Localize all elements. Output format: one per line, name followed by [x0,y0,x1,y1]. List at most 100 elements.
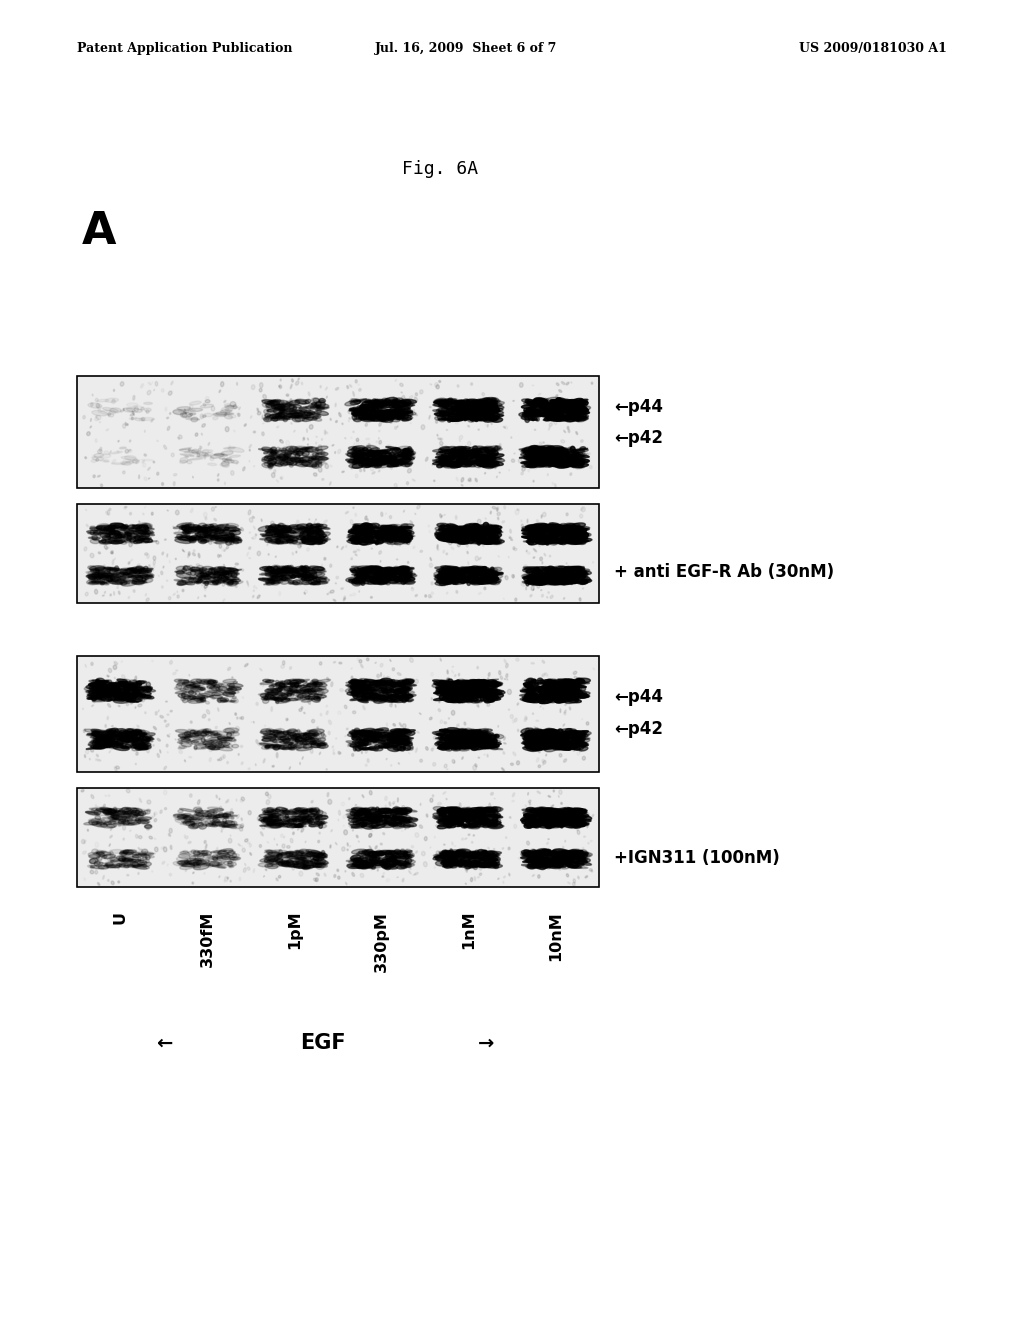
Ellipse shape [398,570,404,576]
Ellipse shape [110,688,125,689]
Ellipse shape [208,809,223,813]
Ellipse shape [540,458,552,461]
Ellipse shape [299,709,302,711]
Ellipse shape [523,453,537,457]
Ellipse shape [471,528,486,531]
Ellipse shape [208,862,215,863]
Ellipse shape [547,446,552,450]
Ellipse shape [393,816,399,818]
Ellipse shape [530,403,541,407]
Ellipse shape [567,582,570,583]
Ellipse shape [284,566,298,569]
Ellipse shape [553,731,562,734]
Ellipse shape [450,731,462,734]
Ellipse shape [382,403,395,408]
Ellipse shape [475,739,485,743]
Ellipse shape [578,579,588,585]
Ellipse shape [551,577,567,578]
Ellipse shape [280,403,292,405]
Ellipse shape [550,400,564,404]
Ellipse shape [97,528,99,531]
Ellipse shape [270,688,282,692]
Ellipse shape [451,817,466,821]
Ellipse shape [479,822,490,825]
Ellipse shape [525,527,531,529]
Ellipse shape [227,876,228,879]
Ellipse shape [487,698,495,702]
Ellipse shape [92,411,108,416]
Ellipse shape [141,532,150,537]
Ellipse shape [476,734,481,739]
Ellipse shape [195,570,206,573]
Ellipse shape [284,738,291,743]
Ellipse shape [272,820,284,825]
Ellipse shape [523,541,534,543]
Ellipse shape [529,539,535,540]
Ellipse shape [121,535,130,540]
Ellipse shape [488,851,498,857]
Ellipse shape [292,814,306,817]
Ellipse shape [205,527,216,531]
Ellipse shape [527,528,541,531]
Ellipse shape [198,577,202,581]
Ellipse shape [283,457,288,461]
Ellipse shape [307,682,323,688]
Ellipse shape [480,569,486,572]
Ellipse shape [275,681,280,682]
Ellipse shape [108,743,114,747]
Ellipse shape [393,578,399,582]
Ellipse shape [471,581,483,585]
Ellipse shape [199,577,202,578]
Ellipse shape [383,527,389,529]
Ellipse shape [551,409,565,414]
Ellipse shape [543,405,549,409]
Ellipse shape [397,672,401,676]
Ellipse shape [535,581,541,583]
Ellipse shape [356,836,358,838]
Ellipse shape [357,531,371,535]
Ellipse shape [366,536,369,539]
Ellipse shape [263,698,279,700]
Ellipse shape [578,858,590,862]
Ellipse shape [477,532,483,535]
Ellipse shape [289,527,291,529]
Ellipse shape [386,411,397,413]
Ellipse shape [88,572,95,574]
Ellipse shape [180,865,195,870]
Ellipse shape [372,577,385,579]
Ellipse shape [564,737,571,739]
Ellipse shape [570,568,582,570]
Ellipse shape [449,453,462,458]
Ellipse shape [394,859,398,862]
Ellipse shape [447,463,461,466]
Ellipse shape [395,450,398,453]
Ellipse shape [366,731,377,734]
Ellipse shape [542,700,545,702]
Ellipse shape [493,409,501,412]
Ellipse shape [443,690,457,694]
Ellipse shape [451,688,461,690]
Ellipse shape [132,747,141,751]
Ellipse shape [480,527,490,531]
Ellipse shape [545,682,560,685]
Ellipse shape [95,689,109,694]
Ellipse shape [439,809,456,813]
Ellipse shape [227,688,237,692]
Ellipse shape [154,560,156,565]
Ellipse shape [385,570,397,573]
Ellipse shape [446,851,453,855]
Ellipse shape [450,807,458,812]
Ellipse shape [96,731,112,734]
Ellipse shape [489,568,502,573]
Ellipse shape [453,692,466,694]
Ellipse shape [123,471,125,474]
Ellipse shape [248,810,251,814]
Ellipse shape [452,731,459,733]
Ellipse shape [353,820,360,825]
Ellipse shape [434,400,445,403]
Ellipse shape [558,578,567,579]
Ellipse shape [548,851,560,857]
Ellipse shape [181,865,186,866]
Ellipse shape [564,451,569,455]
Ellipse shape [142,578,146,581]
